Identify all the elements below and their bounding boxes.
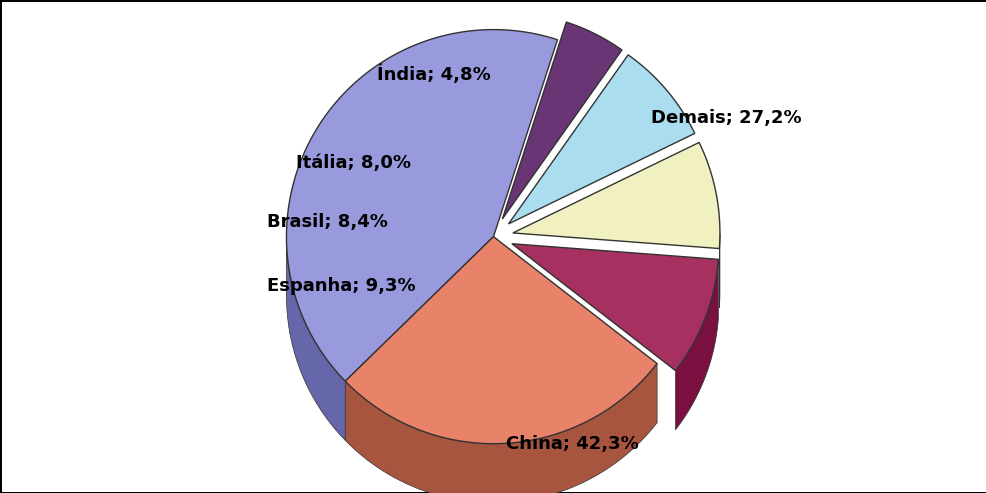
Polygon shape (345, 237, 657, 444)
Text: Espanha; 9,3%: Espanha; 9,3% (266, 277, 415, 295)
Text: Índia; 4,8%: Índia; 4,8% (377, 64, 491, 84)
Text: China; 42,3%: China; 42,3% (506, 435, 638, 453)
Text: Itália; 8,0%: Itália; 8,0% (296, 154, 411, 172)
Polygon shape (345, 363, 657, 493)
Polygon shape (502, 22, 621, 219)
Polygon shape (512, 244, 718, 371)
Text: Brasil; 8,4%: Brasil; 8,4% (266, 213, 387, 231)
Polygon shape (513, 142, 719, 248)
Polygon shape (508, 55, 694, 224)
Polygon shape (286, 238, 345, 440)
Text: Demais; 27,2%: Demais; 27,2% (651, 109, 801, 127)
Polygon shape (674, 259, 718, 430)
Polygon shape (286, 30, 557, 381)
